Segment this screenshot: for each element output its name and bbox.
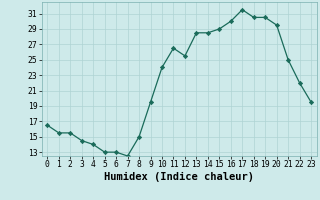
X-axis label: Humidex (Indice chaleur): Humidex (Indice chaleur) <box>104 172 254 182</box>
